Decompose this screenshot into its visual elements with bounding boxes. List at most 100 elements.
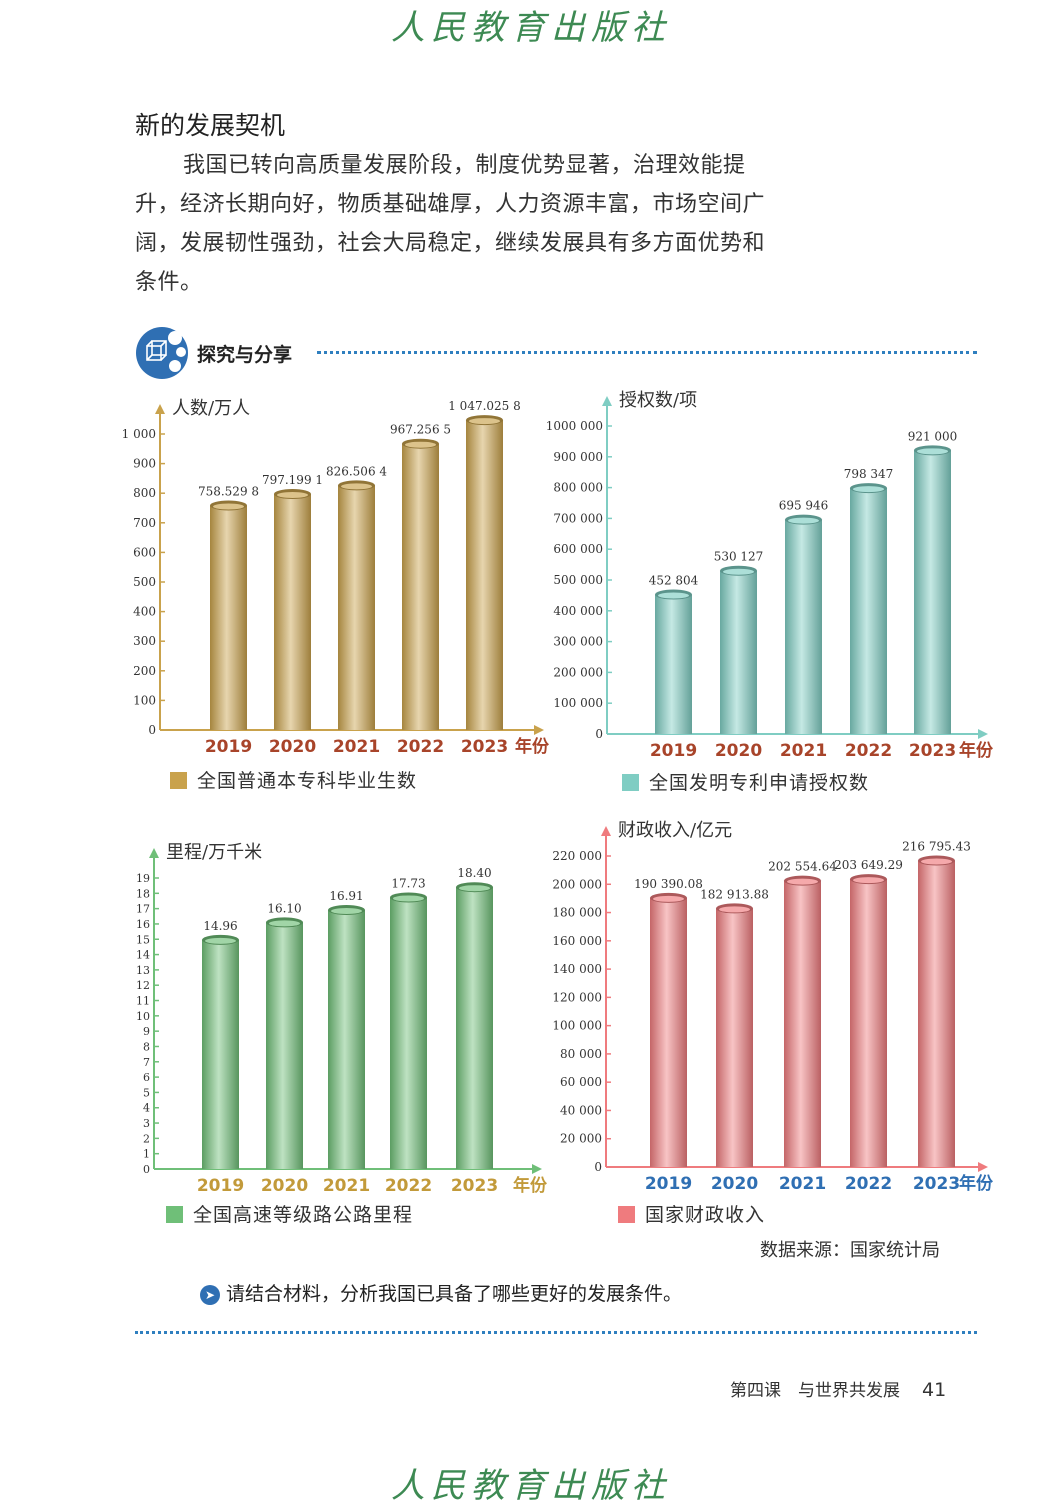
x-axis-arrow: [532, 1164, 542, 1174]
y-tick-label: 220 000: [552, 849, 602, 863]
chart-highways: 里程/万千米 0 1 2 3 4 5 6 7 8 9 10 11 12 13 14 15 16 17 18 19 14.9…: [110, 820, 550, 1200]
y-tick-label: 800: [133, 486, 156, 500]
data-label: 18.40: [457, 866, 491, 880]
explore-divider: [317, 351, 977, 354]
x-tick-label: 2019: [645, 1174, 692, 1194]
y-tick-label: 700: [133, 516, 156, 530]
bar-cap-highlight: [853, 486, 884, 493]
bar: [202, 939, 239, 1169]
x-axis-arrow: [534, 725, 544, 735]
bar: [850, 488, 887, 734]
publisher-watermark-top: 人民教育出版社: [391, 8, 671, 48]
legend-swatch: [618, 1206, 635, 1223]
legend-highways: 全国高速等级路公路里程: [166, 1200, 413, 1227]
data-label: 14.96: [203, 919, 237, 933]
y-tick-label: 40 000: [560, 1103, 602, 1117]
bar-cap-highlight: [658, 592, 689, 599]
publisher-watermark-bottom: 人民教育出版社: [391, 1466, 671, 1506]
bar-cap-highlight: [469, 418, 500, 425]
legend-label: 全国普通本专科毕业生数: [197, 770, 418, 792]
data-label: 967.256 5: [390, 423, 451, 437]
bar: [328, 910, 365, 1169]
data-label: 190 390.08: [634, 877, 703, 891]
x-tick-label: 2023: [909, 741, 956, 761]
x-axis-title: 年份: [959, 740, 994, 761]
y-tick-label: 0: [143, 1163, 150, 1176]
bar: [390, 897, 427, 1169]
y-axis-arrow: [601, 826, 611, 836]
question-text: 请结合材料，分析我国已具备了哪些更好的发展条件。: [226, 1283, 683, 1305]
data-label: 182 913.88: [700, 887, 769, 901]
x-tick-label: 2021: [333, 737, 380, 757]
y-axis-title: 财政收入/亿元: [618, 820, 732, 841]
legend-swatch: [622, 774, 639, 791]
y-tick-label: 19: [136, 872, 150, 885]
y-tick-label: 14: [136, 949, 150, 962]
y-tick-label: 13: [136, 964, 150, 977]
data-label: 17.73: [391, 876, 425, 890]
x-tick-label: 2020: [269, 737, 316, 757]
y-tick-label: 300 000: [553, 635, 603, 649]
chart-patents-svg: 授权数/项 0 100 000 200 000 300 000 400 000 500 00…: [546, 390, 994, 761]
y-axis-arrow: [155, 404, 165, 414]
y-tick-label: 200: [133, 664, 156, 678]
discussion-question: ➤ 请结合材料，分析我国已具备了哪些更好的发展条件。: [200, 1279, 682, 1306]
y-axis-arrow: [602, 396, 612, 406]
y-tick-label: 12: [136, 979, 150, 992]
y-tick-label: 17: [136, 903, 150, 916]
data-label: 758.529 8: [198, 484, 259, 498]
x-axis-title: 年份: [515, 736, 550, 757]
data-label: 452 804: [649, 574, 699, 588]
x-tick-label: 2022: [845, 1174, 892, 1194]
bar: [466, 420, 503, 730]
data-label: 216 795.43: [902, 840, 971, 854]
bar: [402, 443, 439, 730]
chart-graduates-svg: 人数/万人 0 100 200 300 400 500 600 700 800 900 1 000 75…: [122, 398, 550, 757]
x-tick-label: 2022: [397, 737, 444, 757]
bar-cap-highlight: [341, 483, 372, 490]
y-tick-label: 5: [143, 1086, 150, 1099]
x-tick-label: 2023: [913, 1174, 960, 1194]
legend-label: 国家财政收入: [645, 1204, 766, 1226]
chart-graduates: 人数/万人 0 100 200 300 400 500 600 700 800 900 1 000 75…: [110, 390, 550, 765]
y-tick-label: 15: [136, 933, 150, 946]
y-tick-label: 0: [595, 727, 603, 741]
x-tick-label: 2020: [715, 741, 762, 761]
y-axis-title: 人数/万人: [172, 398, 250, 419]
y-tick-label: 160 000: [552, 934, 602, 948]
y-axis-title: 里程/万千米: [166, 842, 262, 863]
y-tick-label: 1: [143, 1148, 150, 1161]
y-tick-label: 20 000: [560, 1132, 602, 1146]
y-tick-label: 100 000: [552, 1019, 602, 1033]
data-label: 798 347: [844, 467, 894, 481]
y-axis-arrow: [149, 848, 159, 858]
data-label: 921 000: [908, 429, 958, 443]
bar-cap-highlight: [853, 877, 884, 884]
y-tick-label: 500 000: [553, 573, 603, 587]
x-tick-label: 2023: [451, 1176, 498, 1196]
y-tick-label: 200 000: [552, 877, 602, 891]
bar: [720, 570, 757, 734]
data-label: 530 127: [714, 550, 764, 564]
arrow-bullet-icon: ➤: [200, 1285, 220, 1305]
y-tick-label: 9: [143, 1025, 150, 1038]
y-tick-label: 900 000: [553, 450, 603, 464]
data-label: 16.91: [329, 889, 363, 903]
bar-cap-highlight: [393, 895, 424, 902]
y-tick-label: 100 000: [553, 696, 603, 710]
x-axis-title: 年份: [513, 1175, 548, 1196]
y-tick-label: 800 000: [553, 481, 603, 495]
bar-cap-highlight: [269, 920, 300, 927]
legend-patents: 全国发明专利申请授权数: [622, 768, 869, 795]
x-tick-label: 2022: [845, 741, 892, 761]
y-tick-label: 60 000: [560, 1075, 602, 1089]
page-footer: 第四课 与世界共发展 41: [730, 1376, 946, 1401]
y-tick-label: 4: [143, 1102, 150, 1115]
chart-highways-svg: 里程/万千米01234567891011121314151617181914.9…: [136, 842, 548, 1196]
bar: [456, 887, 493, 1169]
y-tick-label: 200 000: [553, 665, 603, 679]
x-tick-label: 2019: [650, 741, 697, 761]
y-tick-label: 180 000: [552, 906, 602, 920]
explore-title: 探究与分享: [197, 344, 293, 366]
y-tick-label: 16: [136, 918, 150, 931]
